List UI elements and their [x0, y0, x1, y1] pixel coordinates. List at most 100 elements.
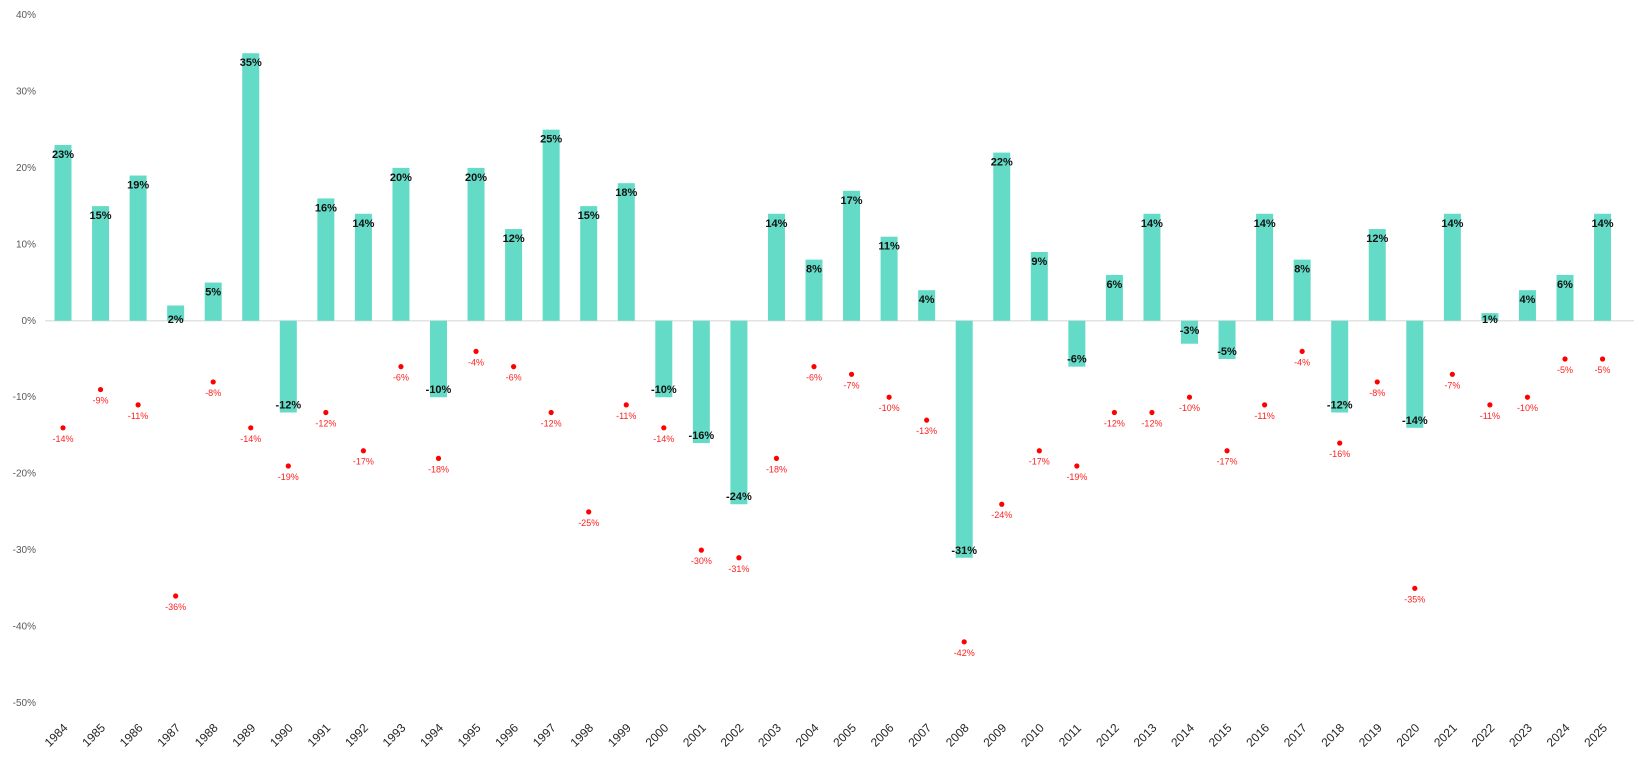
drawdown-value-label: -7% — [844, 380, 860, 390]
drawdown-dot-2024 — [1562, 356, 1568, 362]
bar-2022 — [1481, 313, 1499, 321]
bar-2007 — [918, 290, 936, 321]
y-tick-label: 40% — [16, 10, 36, 21]
bar-2014 — [1181, 320, 1198, 344]
bar-2002 — [730, 320, 748, 505]
drawdown-value-label: -36% — [165, 602, 186, 612]
x-tick-label: 2025 — [1581, 721, 1610, 750]
drawdown-value-label: -5% — [1595, 365, 1611, 375]
bar-value-label: 12% — [503, 233, 525, 245]
drawdown-value-label: -42% — [954, 648, 975, 658]
bar-2004 — [805, 259, 823, 321]
drawdown-value-label: -14% — [240, 434, 261, 444]
x-tick-label: 2012 — [1093, 721, 1122, 750]
bar-1997 — [542, 129, 560, 321]
x-tick-label: 2001 — [680, 721, 709, 750]
bar-value-label: 9% — [1031, 256, 1047, 268]
drawdown-value-label: -19% — [278, 472, 299, 482]
y-tick-label: 0% — [22, 316, 37, 327]
bar-1990 — [279, 320, 297, 413]
y-axis: 40% 30% 20% 10% 0% -10% -20% -30% -40% -50% — [13, 10, 36, 709]
x-tick-label: 2008 — [943, 721, 972, 750]
x-tick-label: 2010 — [1018, 721, 1047, 750]
bar-2015 — [1218, 320, 1236, 359]
drawdown-dot-2023 — [1524, 394, 1531, 400]
drawdown-value-label: -6% — [806, 373, 822, 383]
x-tick-label: 2006 — [868, 721, 897, 750]
drawdown-dot-2006 — [886, 394, 892, 400]
bar-value-label: -6% — [1067, 354, 1087, 366]
bar-1988 — [204, 282, 222, 321]
x-tick-label: 1985 — [79, 721, 108, 750]
x-tick-label: 2017 — [1281, 721, 1310, 750]
drawdown-value-label: -6% — [506, 373, 522, 383]
bar-2018 — [1331, 320, 1349, 413]
x-tick-label: 1984 — [42, 721, 71, 750]
x-tick-label: 1986 — [117, 721, 146, 750]
drawdown-dot-2001 — [698, 547, 704, 553]
drawdown-value-label: -12% — [1104, 419, 1125, 429]
bar-value-label: -14% — [1402, 415, 1428, 427]
bar-2013 — [1143, 213, 1161, 321]
bar-value-label: -24% — [726, 491, 752, 503]
drawdown-value-label: -10% — [879, 403, 900, 413]
bar-value-label: 22% — [991, 157, 1013, 169]
drawdown-value-label: -10% — [1517, 403, 1538, 413]
drawdown-dot-2025 — [1599, 356, 1606, 362]
drawdown-value-label: -13% — [916, 426, 937, 436]
bar-1986 — [129, 175, 147, 321]
drawdown-dot-2014 — [1186, 394, 1193, 400]
bar-value-label: -5% — [1217, 346, 1237, 358]
bar-2020 — [1406, 320, 1424, 428]
x-tick-label: 2013 — [1131, 721, 1160, 750]
bar-value-label: 11% — [878, 241, 900, 253]
bar-value-label: -10% — [426, 384, 452, 396]
drawdown-value-label: -35% — [1404, 594, 1425, 604]
bar-2008 — [955, 320, 973, 558]
bar-1992 — [354, 213, 372, 321]
drawdown-value-label: -7% — [1444, 380, 1460, 390]
bar-2021 — [1443, 213, 1461, 321]
y-tick-label: 10% — [16, 239, 36, 250]
drawdown-dot-1987 — [173, 593, 179, 599]
drawdown-dot-2018 — [1337, 440, 1343, 446]
bar-value-label: 8% — [1294, 264, 1310, 276]
x-tick-label: 1991 — [305, 721, 334, 750]
x-tick-label: 2021 — [1431, 721, 1460, 750]
drawdown-dot-2016 — [1262, 402, 1268, 408]
bar-1991 — [317, 198, 335, 321]
bar-value-label: 23% — [52, 149, 74, 161]
bar-2010 — [1030, 251, 1048, 321]
drawdown-value-label: -30% — [691, 556, 712, 566]
drawdown-dot-2009 — [999, 501, 1005, 507]
bar-value-label: 1% — [1482, 314, 1498, 326]
drawdown-dot-2015 — [1224, 448, 1230, 454]
bar-value-label: 6% — [1106, 279, 1122, 291]
drawdown-dot-1988 — [210, 379, 216, 385]
y-tick-label: -50% — [13, 698, 36, 709]
drawdown-dot-1991 — [323, 409, 329, 416]
x-tick-label: 2007 — [905, 721, 934, 750]
x-tick-label: 2020 — [1394, 721, 1423, 750]
drawdown-dot-2020 — [1412, 585, 1418, 591]
y-tick-label: 20% — [16, 163, 36, 174]
y-tick-label: -10% — [13, 392, 36, 403]
y-tick-label: -20% — [13, 469, 36, 480]
drawdown-value-label: -25% — [578, 518, 599, 528]
drawdown-dot-1984 — [60, 425, 66, 431]
bar-value-label: 14% — [1441, 218, 1463, 230]
x-tick-label: 2003 — [755, 721, 784, 750]
drawdown-value-label: -5% — [1557, 365, 1573, 375]
bar-value-label: -12% — [1327, 400, 1353, 412]
bar-value-label: 4% — [919, 294, 935, 306]
x-tick-label: 1999 — [605, 721, 634, 750]
bar-value-label: 14% — [1141, 218, 1163, 230]
bar-1998 — [580, 206, 598, 321]
drawdown-dot-2021 — [1449, 371, 1455, 377]
drawdown-value-label: -12% — [315, 419, 336, 429]
drawdown-value-label: -14% — [653, 434, 674, 444]
drawdown-value-label: -12% — [1141, 419, 1162, 429]
bar-value-label: -12% — [275, 400, 301, 412]
bar-value-label: -3% — [1180, 325, 1200, 337]
bar-2016 — [1256, 213, 1274, 321]
